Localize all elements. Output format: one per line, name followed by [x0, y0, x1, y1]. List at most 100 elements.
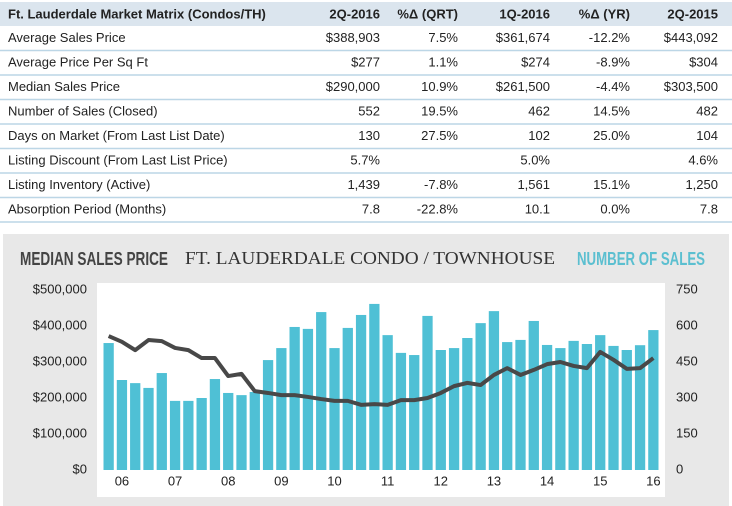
table-cell: 462 [528, 103, 550, 118]
bar [130, 383, 141, 470]
bar [289, 326, 300, 470]
bar [249, 392, 260, 470]
bar [169, 400, 181, 470]
x-tick-label: 09 [274, 473, 288, 488]
bar [236, 395, 247, 470]
table-cell: 1.1% [428, 54, 458, 69]
y-tick-label: $300,000 [33, 353, 87, 368]
table-cell: 5.0% [520, 152, 550, 167]
column-header: 2Q-2015 [667, 6, 718, 21]
x-tick-label: 10 [327, 473, 341, 488]
y-tick-label: $200,000 [33, 389, 87, 404]
x-tick-label: 14 [540, 473, 554, 488]
table-cell: 7.8 [700, 201, 718, 216]
bar [302, 328, 314, 470]
y-tick-label: $0 [73, 461, 87, 476]
table-cell: 10.1 [525, 201, 550, 216]
x-tick-label: 07 [168, 473, 182, 488]
y-tick-label: $400,000 [33, 317, 87, 332]
x-tick-label: 16 [646, 473, 660, 488]
table-cell: $261,500 [496, 79, 550, 94]
column-header: %Δ (YR) [579, 6, 630, 21]
table-cell: 130 [358, 128, 380, 143]
line [107, 334, 655, 407]
bar [608, 345, 619, 470]
x-tick-label: 13 [487, 473, 501, 488]
table-cell: 19.5% [421, 103, 458, 118]
y2-tick-label: 300 [676, 389, 698, 404]
table-cell: 14.5% [593, 103, 630, 118]
bar [316, 312, 327, 470]
bar [209, 379, 221, 470]
bar [488, 311, 500, 470]
bar [541, 344, 553, 470]
table-cell: 0.0% [600, 201, 630, 216]
row-label: Listing Inventory (Active) [8, 177, 150, 192]
table-cell: 1,250 [685, 177, 718, 192]
bar [369, 303, 380, 470]
table-cell: 104 [696, 128, 718, 143]
bar [409, 355, 420, 470]
table-cell: 10.9% [421, 79, 458, 94]
table-cell: -8.9% [596, 54, 630, 69]
table-cell: 5.7% [350, 152, 380, 167]
row-label: Average Sales Price [8, 30, 126, 45]
table-cell: 4.6% [688, 152, 718, 167]
table-cell: -7.8% [424, 177, 458, 192]
bar [183, 400, 194, 470]
bar [528, 320, 539, 470]
bar [448, 348, 460, 470]
table-cell: $274 [521, 54, 550, 69]
table-cell: $290,000 [326, 79, 380, 94]
y-axis-title: MEDIAN SALES PRICE [20, 249, 168, 269]
table-cell: -12.2% [589, 30, 631, 45]
bar [435, 350, 446, 470]
table-cell: $277 [351, 54, 380, 69]
bar [621, 350, 632, 470]
y-tick-label: $100,000 [33, 425, 87, 440]
table-cell: $304 [689, 54, 718, 69]
table-cell: 7.8 [362, 201, 380, 216]
bar [262, 360, 274, 470]
row-label: Number of Sales (Closed) [8, 103, 158, 118]
table-cell: $303,500 [664, 79, 718, 94]
table-cell: 27.5% [421, 128, 458, 143]
table-cell: -4.4% [596, 79, 630, 94]
bar [568, 340, 579, 470]
bar [462, 338, 473, 470]
table-cell: 552 [358, 103, 380, 118]
table-cell: 482 [696, 103, 718, 118]
bar [595, 335, 606, 470]
table-cell: -22.8% [417, 201, 459, 216]
y2-tick-label: 0 [676, 461, 683, 476]
table-cell: 1,439 [347, 177, 380, 192]
table-cell: $443,092 [664, 30, 718, 45]
table-cell: 7.5% [428, 30, 458, 45]
y2-axis-title: NUMBER OF SALES [577, 249, 705, 269]
bar [223, 392, 234, 470]
x-tick-label: 06 [115, 473, 129, 488]
plot-area [97, 283, 665, 497]
column-header: 2Q-2016 [329, 6, 380, 21]
bar [515, 339, 526, 470]
y2-tick-label: 150 [676, 425, 698, 440]
bar [395, 352, 407, 470]
bar [555, 348, 566, 470]
bar [648, 330, 659, 470]
bar [196, 398, 207, 470]
x-tick-label: 08 [221, 473, 235, 488]
table-title: Ft. Lauderdale Market Matrix (Condos/TH) [8, 6, 266, 21]
row-label: Listing Discount (From Last List Price) [8, 152, 228, 167]
bar [355, 314, 367, 470]
column-header: 1Q-2016 [499, 6, 550, 21]
bar [143, 387, 154, 470]
bar [581, 344, 593, 470]
y2-tick-label: 600 [676, 317, 698, 332]
table-cell: 1,561 [517, 177, 550, 192]
x-tick-label: 11 [381, 473, 395, 488]
table-header-bg [0, 2, 732, 26]
row-label: Absorption Period (Months) [8, 201, 166, 216]
table-cell: 15.1% [593, 177, 630, 192]
bar [156, 373, 167, 470]
